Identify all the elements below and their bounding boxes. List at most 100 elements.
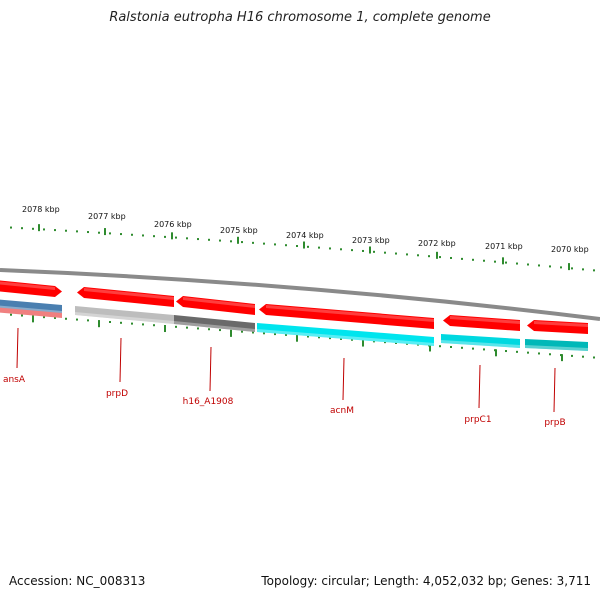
scale-label: 2078 kbp [22, 205, 60, 214]
minor-tick [285, 244, 287, 247]
minor-tick [21, 227, 23, 230]
minor-tick [43, 316, 45, 319]
minor-tick [186, 237, 188, 240]
accession-text: Accession: NC_008313 [9, 574, 146, 588]
major-tick [362, 339, 364, 347]
gene-label-leader [553, 367, 556, 413]
minor-tick [219, 329, 221, 332]
gene-prpB[interactable] [525, 320, 588, 351]
gene-category-band [525, 339, 588, 351]
gene-ansA[interactable] [0, 280, 62, 318]
major-tick [38, 224, 40, 232]
minor-tick [54, 316, 56, 319]
minor-tick [197, 238, 199, 241]
gene-highlight [266, 305, 434, 322]
minor-tick [197, 327, 199, 330]
gene-prpC1[interactable] [441, 315, 520, 348]
minor-tick [439, 256, 441, 259]
scale-label: 2073 kbp [352, 236, 390, 245]
gene-label-prpC1[interactable]: prpC1 [464, 415, 491, 425]
gene-band-shade [441, 340, 520, 348]
minor-tick [120, 321, 122, 324]
minor-tick [208, 238, 210, 241]
topology-summary: Topology: circular; Length: 4,052,032 bp… [261, 574, 591, 588]
gene-prpD[interactable] [75, 287, 174, 324]
gene-acnM[interactable] [257, 304, 434, 346]
minor-tick [76, 230, 78, 233]
minor-tick [65, 317, 67, 320]
gene-category-band [441, 334, 520, 348]
minor-tick [538, 264, 540, 267]
minor-tick [351, 249, 353, 252]
minor-tick [472, 347, 474, 350]
minor-tick [329, 247, 331, 250]
minor-tick [131, 233, 133, 236]
minor-tick [164, 235, 166, 238]
major-tick [164, 325, 166, 333]
minor-tick [87, 319, 89, 322]
minor-tick [340, 248, 342, 251]
gene-highlight [183, 297, 255, 308]
gene-label-acnM[interactable]: acnM [330, 406, 354, 416]
minor-tick [549, 353, 551, 356]
minor-tick [175, 325, 177, 328]
minor-tick [10, 226, 12, 229]
gene-category-band [0, 299, 62, 314]
gene-category-band [257, 323, 434, 346]
scale-ticks-bottom [10, 313, 595, 362]
minor-tick [373, 340, 375, 343]
gene-secondary-band [0, 307, 62, 318]
major-tick [303, 241, 305, 249]
minor-tick [109, 320, 111, 323]
minor-tick [472, 258, 474, 261]
gene-label-h16_A1908[interactable]: h16_A1908 [183, 397, 234, 407]
scale-label: 2077 kbp [88, 212, 126, 221]
major-tick [369, 246, 371, 254]
minor-tick [351, 338, 353, 341]
minor-tick [417, 254, 419, 257]
minor-tick [318, 246, 320, 249]
gene-highlight [534, 321, 588, 327]
minor-tick [527, 351, 529, 354]
minor-tick [175, 236, 177, 239]
major-tick [32, 315, 34, 323]
minor-tick [87, 231, 89, 234]
gene-highlight [0, 281, 55, 290]
minor-tick [450, 346, 452, 348]
gene-label-prpD[interactable]: prpD [106, 389, 128, 399]
minor-tick [538, 352, 540, 355]
gene-label-prpB[interactable]: prpB [544, 418, 565, 428]
minor-tick [494, 260, 496, 263]
minor-tick [582, 268, 584, 271]
major-tick [296, 334, 298, 342]
minor-tick [21, 314, 23, 317]
minor-tick [252, 241, 254, 244]
gene-highlight [450, 316, 520, 324]
minor-tick [505, 261, 507, 264]
gene-highlight [84, 288, 174, 300]
scale-labels: 2078 kbp 2077 kbp 2076 kbp 2075 kbp 2074 kbp… [22, 205, 589, 254]
minor-tick [153, 324, 155, 327]
minor-tick [230, 240, 232, 243]
minor-tick [516, 350, 518, 353]
major-tick [436, 251, 438, 259]
chromosome-backbone [0, 268, 600, 321]
minor-tick [384, 341, 386, 344]
minor-tick [406, 253, 408, 256]
minor-tick [263, 242, 265, 245]
minor-tick [571, 267, 573, 270]
minor-tick [285, 333, 287, 336]
minor-tick [142, 234, 144, 237]
major-tick [171, 232, 173, 240]
map-title: Ralstonia eutropha H16 chromosome 1, com… [109, 10, 491, 25]
minor-tick [65, 229, 67, 232]
gene-label-ansA[interactable]: ansA [3, 375, 26, 385]
scale-label: 2070 kbp [551, 245, 589, 254]
gene-h16_A1908[interactable] [174, 296, 255, 332]
minor-tick [384, 251, 386, 254]
minor-tick [439, 345, 441, 348]
scale-label: 2076 kbp [154, 220, 192, 229]
gene-labels: ansA prpD h16_A1908 acnM prpC1 prpB [3, 327, 566, 428]
gene-label-leader [342, 357, 345, 401]
